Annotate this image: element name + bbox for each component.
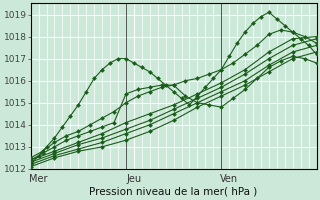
X-axis label: Pression niveau de la mer( hPa ): Pression niveau de la mer( hPa ) (90, 187, 258, 197)
